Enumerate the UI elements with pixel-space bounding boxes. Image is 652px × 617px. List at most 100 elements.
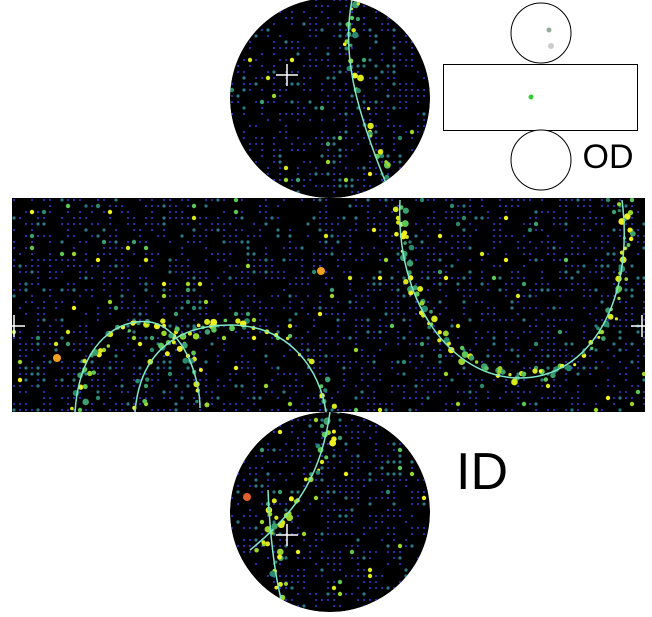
pmt-hit (333, 581, 335, 583)
pmt-hit (523, 307, 525, 309)
pmt-hit (583, 295, 585, 297)
pmt-hit (120, 384, 123, 387)
pmt-hit (42, 318, 45, 321)
pmt-hit (121, 301, 123, 303)
pmt-hit (193, 331, 195, 333)
pmt-hit (511, 283, 513, 285)
pmt-hit (415, 247, 417, 249)
pmt-hit (265, 307, 267, 309)
pmt-hit (463, 307, 465, 309)
pmt-hit (523, 277, 525, 279)
pmt-hit (368, 478, 371, 481)
pmt-hit (367, 253, 369, 255)
pmt-hit (571, 319, 573, 321)
pmt-hit (367, 361, 369, 363)
pmt-hit (18, 360, 22, 364)
pmt-hit (625, 325, 627, 327)
pmt-hit (307, 403, 309, 405)
pmt-hit (241, 355, 243, 357)
pmt-hit (181, 331, 183, 333)
pmt-hit (321, 491, 323, 493)
pmt-hit (309, 593, 311, 595)
pmt-hit (613, 325, 615, 327)
pmt-hit (631, 223, 633, 225)
pmt-hit (79, 325, 81, 327)
pmt-hit (265, 361, 267, 363)
pmt-hit (121, 409, 123, 411)
pmt-hit (115, 229, 117, 231)
pmt-hit (451, 277, 453, 279)
pmt-hit (415, 409, 417, 411)
pmt-hit (150, 336, 154, 340)
pmt-hit (43, 343, 45, 345)
pmt-hit (351, 557, 353, 559)
pmt-hit (91, 385, 93, 387)
pmt-hit (127, 277, 129, 279)
pmt-hit (397, 331, 399, 333)
pmt-hit (103, 403, 105, 405)
pmt-hit (553, 343, 555, 345)
pmt-hit (433, 283, 435, 285)
pmt-hit (344, 178, 348, 182)
pmt-hit (325, 283, 327, 285)
pmt-hit (468, 270, 471, 273)
pmt-hit (613, 247, 615, 249)
pmt-hit (259, 307, 261, 309)
pmt-hit (327, 17, 329, 19)
pmt-hit (619, 229, 621, 231)
pmt-hit (61, 397, 63, 399)
pmt-hit (349, 361, 351, 363)
pmt-hit (307, 277, 309, 279)
pmt-hit (283, 199, 285, 201)
pmt-hit (103, 385, 105, 387)
pmt-hit (607, 319, 609, 321)
pmt-hit (253, 403, 255, 405)
pmt-hit (595, 271, 597, 273)
pmt-hit (409, 325, 411, 327)
pmt-hit (330, 288, 334, 292)
pmt-hit (217, 337, 219, 339)
pmt-hit (313, 199, 315, 201)
pmt-hit (55, 271, 57, 273)
pmt-hit (271, 367, 273, 369)
pmt-hit (289, 247, 291, 249)
pmt-hit (303, 467, 305, 469)
pmt-hit (174, 312, 178, 316)
pmt-hit (607, 349, 609, 351)
pmt-hit (393, 131, 395, 133)
pmt-hit (369, 581, 371, 583)
pmt-hit (303, 143, 305, 145)
pmt-hit (319, 343, 321, 345)
pmt-hit (469, 223, 471, 225)
pmt-hit (13, 247, 15, 249)
pmt-hit (411, 65, 413, 67)
pmt-hit (243, 137, 245, 139)
pmt-hit (354, 348, 358, 352)
pmt-hit (553, 397, 555, 399)
pmt-hit (25, 343, 27, 345)
pmt-hit (267, 479, 269, 481)
pmt-hit (102, 228, 105, 231)
pmt-hit (181, 325, 183, 327)
pmt-hit (363, 479, 365, 481)
id-top-cap (230, 0, 430, 204)
pmt-hit (279, 131, 281, 133)
pmt-hit (49, 199, 51, 201)
pmt-hit (42, 210, 46, 214)
pmt-hit (247, 307, 249, 309)
pmt-hit (13, 289, 15, 291)
pmt-hit (333, 101, 335, 103)
pmt-hit (409, 307, 411, 309)
pmt-hit (630, 198, 634, 202)
pmt-hit (193, 235, 195, 237)
pmt-hit (285, 113, 287, 115)
pmt-hit (264, 354, 267, 357)
pmt-hit (399, 125, 401, 127)
pmt-hit (19, 307, 21, 309)
pmt-hit (187, 403, 189, 405)
pmt-hit (462, 216, 466, 220)
pmt-hit (339, 11, 341, 13)
pmt-hit (625, 271, 627, 273)
pmt-hit (351, 455, 353, 457)
pmt-hit (637, 349, 639, 351)
